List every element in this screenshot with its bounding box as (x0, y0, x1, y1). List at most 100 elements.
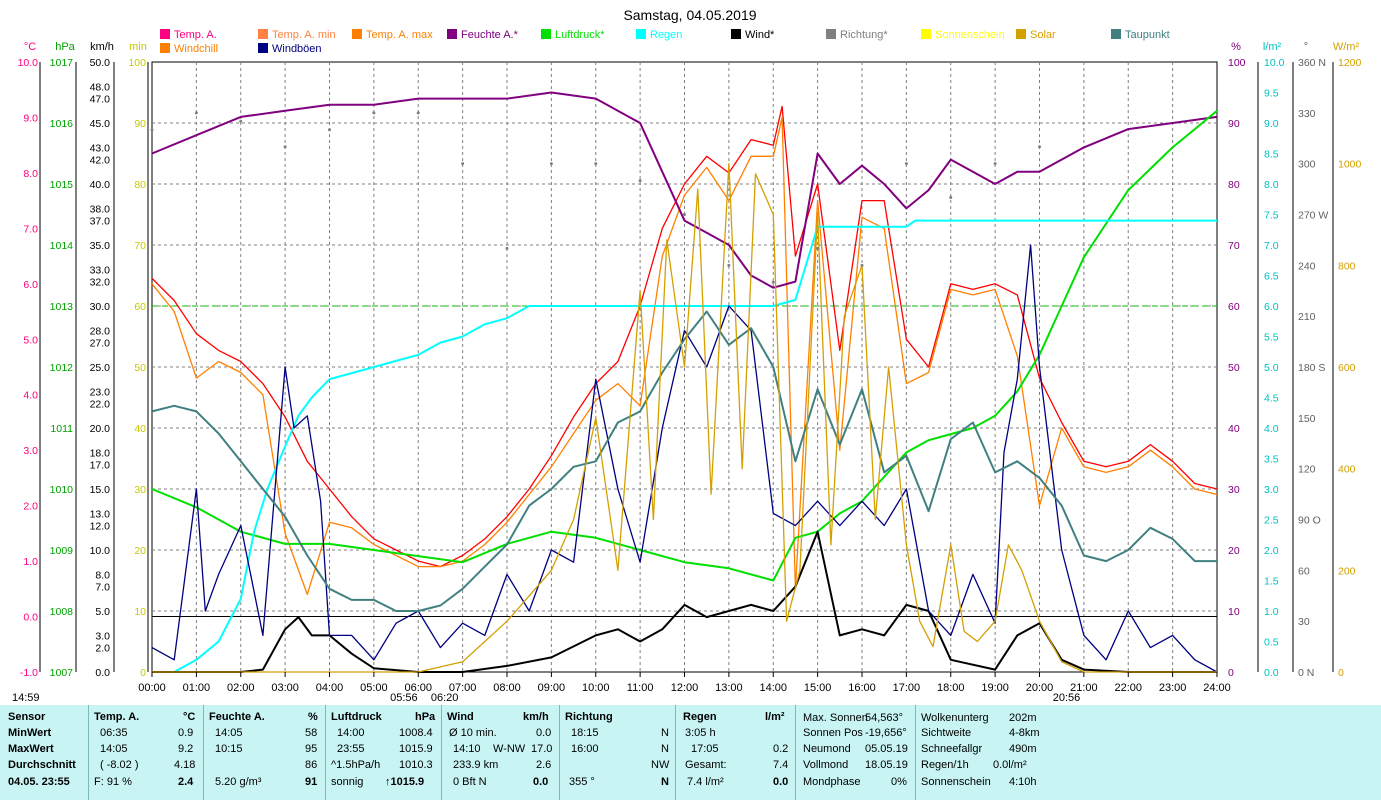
hum-unit: % (308, 711, 318, 723)
axis-tick-label: 1013 (50, 301, 74, 313)
date-label: 04.05. 23:55 (8, 776, 70, 788)
temp-avg-label: ( -8.02 ) (100, 759, 139, 771)
axis-tick-label: 15.0 (90, 484, 111, 496)
sunrise-label: 05:56 (390, 692, 418, 704)
direction-point (328, 128, 331, 132)
axis-tick-label: 12.0 (90, 521, 111, 533)
temp-header: Temp. A. (94, 711, 140, 723)
press-avg-val: 1010.3 (399, 759, 433, 771)
direction-point (594, 162, 598, 166)
axis-tick-label: 50 (134, 362, 146, 374)
axis-unit-label: W/m² (1333, 41, 1360, 53)
x-tick-label: 13:00 (715, 682, 743, 694)
x-tick-label: 09:00 (538, 682, 566, 694)
axis-tick-label: 4.0 (23, 390, 38, 402)
x-tick-label: 15:00 (804, 682, 832, 694)
direction-point (549, 162, 553, 166)
weather-chart: Samstag, 04.05.2019 Temp. A. Temp. A. min… (12, 7, 1362, 704)
axis-tick-label: 27.0 (90, 338, 111, 350)
axis-tick-label: 200 (1338, 565, 1356, 577)
axis-unit-label: l/m² (1263, 41, 1282, 53)
axis-tick-label: 0 (140, 667, 146, 679)
axis-tick-label: 3.0 (1264, 484, 1279, 496)
avg-label: Durchschnitt (8, 759, 76, 771)
axis-tick-label: 1009 (50, 545, 74, 557)
axis-tick-label: 1017 (50, 57, 74, 69)
temp-min-val: 0.9 (178, 727, 194, 739)
dir-foot-label: 355 ° (569, 776, 595, 788)
stats-misc-block: Wolkenunterg 202m Sichtweite 4-8km Schne… (915, 705, 1040, 800)
axis-tick-label: 10 (1228, 606, 1240, 618)
axis-unit-label: min (129, 41, 147, 53)
axis-tick-label: 0 (1338, 667, 1344, 679)
rain-r3-label: Gesamt: (685, 759, 727, 771)
axis-tick-label: 360 N (1298, 57, 1326, 69)
axis-tick-label: 0.0 (1264, 667, 1279, 679)
legend-swatch (160, 29, 170, 39)
press-foot-label: sonnig (331, 776, 364, 788)
axis-tick-label: 7.0 (1264, 240, 1279, 252)
axis-tick-label: 2.5 (1264, 515, 1279, 527)
legend-label: Sonnenschein (935, 29, 1005, 41)
axis-tick-label: -1.0 (20, 667, 38, 679)
axis-tick-label: 8.0 (95, 569, 110, 581)
hum-max-val: 95 (305, 743, 318, 755)
x-tick-label: 06:00 (404, 682, 432, 694)
axis-unit-label: km/h (90, 41, 114, 53)
axis-tick-label: 22.0 (90, 399, 111, 411)
direction-point (727, 263, 731, 267)
direction-point (638, 179, 642, 183)
x-tick-label: 24:00 (1203, 682, 1231, 694)
hum-min-val: 58 (305, 727, 318, 739)
rain-r2-val: 0.2 (773, 743, 789, 755)
axis-tick-label: 2.0 (95, 643, 110, 655)
rain-r3-val: 7.4 (773, 759, 789, 771)
direction-point (949, 196, 953, 200)
direction-point (461, 162, 465, 166)
stats-sun-block: Max. Sonnen 54,563° Sonnen Pos -19,656° … (795, 705, 916, 800)
misc-r0-val: 202m (1009, 712, 1037, 724)
axes: 10.09.08.07.06.05.04.03.02.01.00.0-1.0°C… (18, 41, 1362, 679)
axis-tick-label: 10.0 (90, 545, 111, 557)
axis-tick-label: 20.0 (90, 423, 111, 435)
axis-tick-label: 1007 (50, 667, 74, 679)
sensor-header: Sensor (8, 711, 46, 723)
legend-label: Temp. A. (174, 29, 217, 41)
rain-r2-label: 17:05 (691, 743, 719, 755)
legend-swatch (921, 29, 931, 39)
legend-swatch (731, 29, 741, 39)
rain-foot-val: 0.0 (773, 776, 789, 788)
axis-tick-label: 30 (134, 484, 146, 496)
axis-tick-label: 5.0 (1264, 362, 1279, 374)
press-unit: hPa (415, 711, 436, 723)
legend-swatch (1111, 29, 1121, 39)
axis-tick-label: 2.0 (23, 501, 38, 513)
axis-unit-label: hPa (55, 41, 75, 53)
x-tick-label: 04:00 (316, 682, 344, 694)
x-tick-label: 00:00 (138, 682, 166, 694)
max-label: MaxWert (8, 743, 54, 755)
legend-swatch (1016, 29, 1026, 39)
direction-point (1038, 145, 1041, 149)
legend-label: Regen (650, 29, 682, 41)
sunset-label: 20:56 (1053, 692, 1081, 704)
axis-tick-label: 60 (134, 301, 146, 313)
x-tick-label: 05:00 (360, 682, 388, 694)
min-label: MinWert (8, 727, 52, 739)
series-line-solar (152, 163, 1217, 673)
dir-foot-val: N (661, 776, 669, 788)
temp-foot-val: 2.4 (178, 776, 194, 788)
hum-max-time: 10:15 (215, 743, 243, 755)
axis-tick-label: 180 S (1298, 362, 1325, 374)
axis-tick-label: 30 (1298, 616, 1310, 628)
axis-tick-label: 80 (1228, 179, 1240, 191)
legend-swatch (541, 29, 551, 39)
stats-pressure-block: Luftdruck hPa 14:00 1008.4 23:55 1015.9 … (325, 705, 442, 800)
wind-r2-dir: W-NW (493, 743, 526, 755)
axis-tick-label: 60 (1228, 301, 1240, 313)
direction-point (683, 213, 686, 216)
x-tick-label: 16:00 (848, 682, 876, 694)
axis-tick-label: 47.0 (90, 94, 111, 106)
press-max-val: 1015.9 (399, 743, 433, 755)
direction-point (283, 145, 287, 149)
